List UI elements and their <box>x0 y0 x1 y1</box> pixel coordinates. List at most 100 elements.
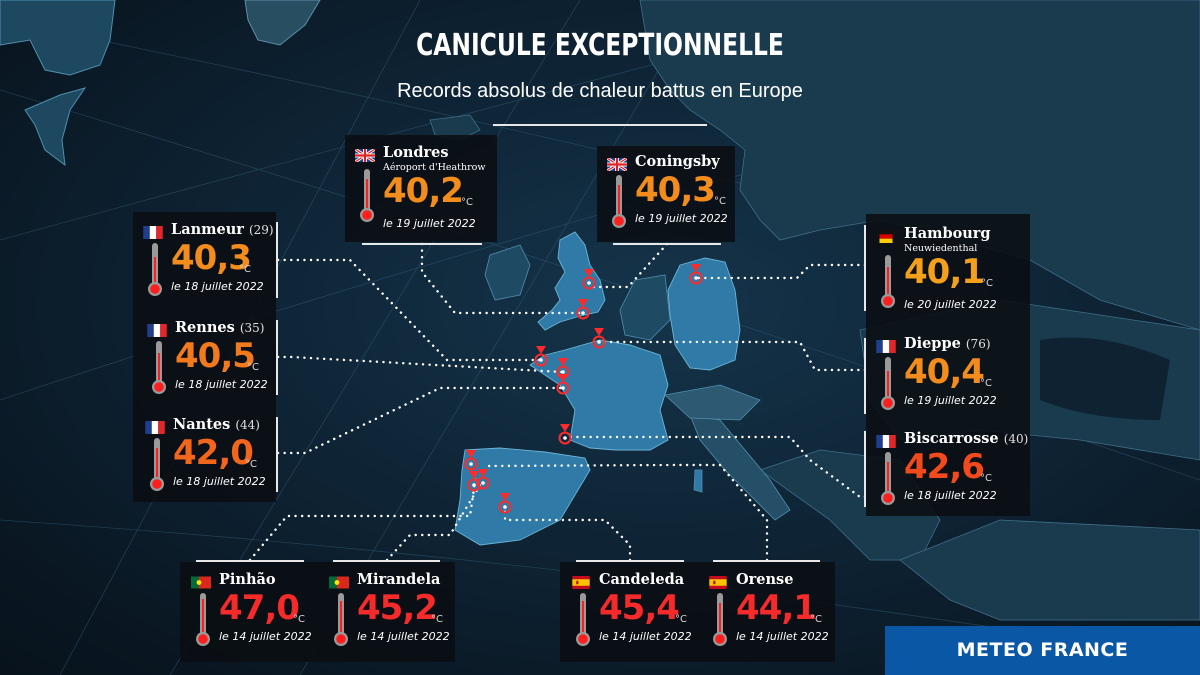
meteo-france-logo: METEO FRANCE <box>885 626 1200 675</box>
temperature-unit: °C <box>980 378 992 389</box>
page-title: CANICULE EXCEPTIONNELLE <box>416 28 784 63</box>
france-flag-icon <box>147 324 167 337</box>
city-name: Pinhão <box>219 571 276 588</box>
temperature-unit: °C <box>293 614 305 625</box>
temperature-value: 40,1 <box>904 252 985 292</box>
temperature-value: 47,0 <box>219 588 300 628</box>
thermometer-icon <box>360 169 374 222</box>
divider-rennes <box>276 320 278 395</box>
panel-spain <box>560 562 835 662</box>
record-card-rennes: Rennes (35) 40,5 °C le 18 juillet 2022 <box>141 316 301 398</box>
city-name: Coningsby <box>635 153 720 170</box>
marker-candeleda <box>498 493 512 514</box>
city-name: Orense <box>736 571 794 588</box>
temperature-unit: °C <box>245 459 257 470</box>
record-date: le 19 juillet 2022 <box>635 212 728 225</box>
france-flag-icon <box>145 421 165 434</box>
uk-shape <box>537 231 606 331</box>
france-flag-icon <box>876 340 896 353</box>
city-name: Biscarrosse (40) <box>904 430 1029 447</box>
germany-shape <box>667 257 741 371</box>
temperature-unit: °C <box>431 614 443 625</box>
city-name: Dieppe (76) <box>904 335 991 352</box>
record-card-coningsby: Coningsby 40,3 °C le 19 juillet 2022 <box>601 150 761 232</box>
spain-flag-icon <box>572 576 590 589</box>
city-name: Rennes (35) <box>175 319 265 336</box>
marker-lanmeur <box>534 346 548 367</box>
record-date: le 14 juillet 2022 <box>357 630 450 643</box>
divider-lanmeur <box>276 222 278 298</box>
panel-portugal <box>180 562 455 662</box>
temperature-unit: °C <box>675 614 687 625</box>
page-subtitle: Records absolus de chaleur battus en Eur… <box>397 80 803 102</box>
panel-right-column <box>866 214 1030 516</box>
divider-orense <box>713 560 820 562</box>
thermometer-icon <box>150 438 164 491</box>
record-date: le 14 juillet 2022 <box>219 630 312 643</box>
station-name: Aéroport d'Heathrow <box>383 162 486 173</box>
record-card-dieppe: Dieppe (76) 40,4 °C le 19 juillet 2022 <box>870 332 1030 414</box>
divider-mirandela <box>333 560 440 562</box>
marker-pinhao <box>467 471 481 492</box>
portugal-flag-icon <box>191 576 211 589</box>
thermometer-icon <box>881 357 895 410</box>
marker-londres <box>576 299 590 320</box>
divider-hambourg <box>864 225 866 311</box>
ireland-shape <box>484 244 531 301</box>
thermometer-icon <box>881 452 895 505</box>
divider-biscarrosse <box>864 431 866 507</box>
thermometer-icon <box>148 243 162 296</box>
title-divider <box>493 124 707 126</box>
benelux-shape <box>619 274 671 341</box>
temperature-unit: °C <box>810 614 822 625</box>
temperature-value: 40,4 <box>904 352 985 392</box>
marker-biscarrosse <box>558 424 572 445</box>
corsica-shape <box>693 469 703 493</box>
city-name: Candeleda <box>599 571 685 588</box>
record-card-nantes: Nantes (44) 42,0 °C le 18 juillet 2022 <box>139 413 299 495</box>
record-card-orense: Orense 44,1 °C le 14 juillet 2022 <box>702 568 862 650</box>
temperature-unit: °C <box>239 264 251 275</box>
record-date: le 18 juillet 2022 <box>904 489 997 502</box>
temperature-value: 40,3 <box>171 238 252 278</box>
station-name: Neuwiedenthal <box>904 243 978 254</box>
divider-dieppe <box>864 338 866 414</box>
temperature-value: 44,1 <box>736 588 817 628</box>
iberia-shape <box>454 447 591 546</box>
divider-coningsby <box>613 243 721 245</box>
temperature-unit: °C <box>714 196 726 207</box>
temperature-value: 40,2 <box>383 171 464 211</box>
thermometer-icon <box>881 255 895 308</box>
black-sea <box>1040 337 1170 420</box>
record-card-lanmeur: Lanmeur (29) 40,3 °C le 18 juillet 2022 <box>137 218 297 300</box>
uk-flag-icon <box>355 149 375 162</box>
germany-flag-icon <box>879 230 893 243</box>
record-date: le 14 juillet 2022 <box>736 630 829 643</box>
record-date: le 20 juillet 2022 <box>904 298 997 311</box>
temperature-value: 45,4 <box>599 588 680 628</box>
temperature-value: 40,3 <box>635 170 716 210</box>
marker-dieppe <box>592 328 606 349</box>
city-name: Mirandela <box>357 571 441 588</box>
record-card-candeleda: Candeleda 45,4 °C le 14 juillet 2022 <box>565 568 725 650</box>
temperature-value: 40,5 <box>175 336 256 376</box>
record-date: le 19 juillet 2022 <box>904 394 997 407</box>
thermometer-icon <box>152 341 166 394</box>
italy-shape <box>689 414 791 521</box>
record-date: le 14 juillet 2022 <box>599 630 692 643</box>
marker-nantes <box>556 374 570 395</box>
marker-hambourg <box>689 264 703 285</box>
france-flag-icon <box>143 226 163 239</box>
city-name: Nantes (44) <box>173 416 260 433</box>
temperature-value: 45,2 <box>357 588 438 628</box>
record-card-mirandela: Mirandela 45,2 °C le 14 juillet 2022 <box>323 568 483 650</box>
city-name: Hambourg <box>904 225 991 242</box>
city-name: Londres <box>383 144 449 161</box>
record-card-londres: Londres Aéroport d'Heathrow 40,2 °C le 1… <box>349 141 509 230</box>
alps-shape <box>664 384 761 421</box>
marker-coningsby <box>582 269 596 290</box>
temperature-unit: °C <box>247 362 259 373</box>
france-shape <box>529 339 669 451</box>
temperature-unit: °C <box>461 197 473 208</box>
